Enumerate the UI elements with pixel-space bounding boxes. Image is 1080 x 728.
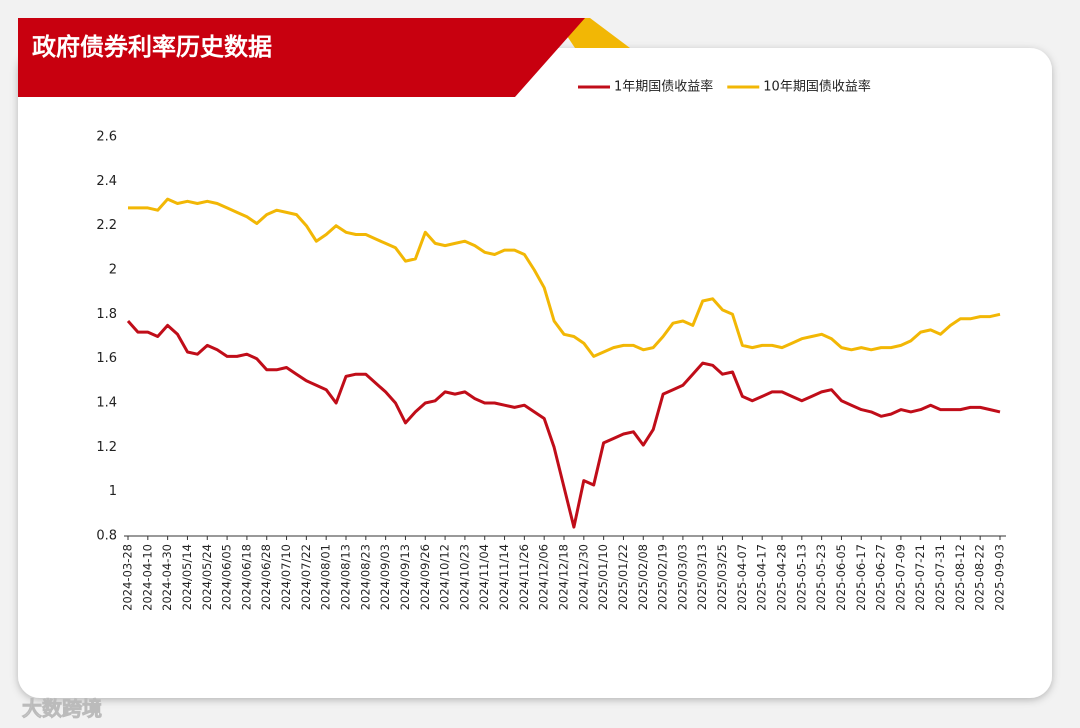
y-tick-label: 2 (109, 263, 117, 278)
watermark: 大数跨境 (22, 697, 102, 721)
x-tick-label: 2024/09/13 (398, 544, 412, 610)
x-tick-label: 2024/05/14 (180, 544, 194, 610)
chart-title: 政府债券利率历史数据 (32, 33, 272, 61)
y-tick-label: 2.4 (96, 174, 117, 189)
x-tick-label: 2025-06-17 (854, 544, 868, 611)
y-tick-label: 1.2 (96, 440, 117, 455)
y-tick-label: 1 (109, 484, 117, 499)
x-tick-label: 2025-06-05 (834, 544, 848, 611)
x-tick-label: 2024/07/10 (279, 544, 293, 610)
x-tick-label: 2024/08/23 (358, 544, 372, 610)
x-tick-label: 2025-08-12 (953, 544, 967, 611)
x-tick-label: 2024/08/01 (319, 544, 333, 610)
x-tick-label: 2025-07-31 (933, 544, 947, 611)
y-tick-label: 1.4 (96, 396, 117, 411)
legend: 1年期国债收益率 10年期国债收益率 (578, 79, 871, 95)
x-tick-label: 2025/02/08 (636, 544, 650, 610)
x-tick-label: 2025-04-17 (755, 544, 769, 611)
x-tick-label: 2025/01/10 (596, 544, 610, 610)
y-tick-label: 2.2 (96, 218, 117, 233)
x-tick-label: 2024/10/23 (457, 544, 471, 610)
x-tick-label: 2024-04-10 (140, 544, 154, 611)
x-tick-label: 2025-05-13 (794, 544, 808, 611)
x-tick-label: 2025-04-28 (775, 544, 789, 611)
series-line (128, 197, 1001, 358)
x-tick-label: 2025-08-22 (973, 544, 987, 611)
legend-label: 10年期国债收益率 (763, 79, 871, 95)
x-tick-label: 2024/11/14 (497, 544, 511, 610)
x-tick-label: 2025-05-23 (814, 544, 828, 611)
x-tick-label: 2024/06/18 (239, 544, 253, 610)
x-tick-label: 2024/11/26 (517, 544, 531, 610)
x-tick-label: 2025/03/13 (695, 544, 709, 610)
series-line (126, 320, 1001, 529)
x-tick-label: 2024/12/06 (537, 544, 551, 610)
x-tick-label: 2024-04-30 (160, 544, 174, 611)
x-tick-label: 2025/02/19 (656, 544, 670, 610)
x-tick-label: 2024/08/13 (339, 544, 353, 610)
x-tick-label: 2024/06/05 (220, 544, 234, 610)
x-tick-label: 2025-04-07 (735, 544, 749, 611)
x-tick-label: 2025-07-21 (913, 544, 927, 611)
x-tick-label: 2025-07-09 (893, 544, 907, 611)
x-tick-label: 2025-06-27 (874, 544, 888, 611)
x-tick-label: 2025/01/22 (616, 544, 630, 610)
x-tick-label: 2024/12/30 (576, 544, 590, 610)
y-tick-label: 1.8 (96, 307, 117, 322)
x-tick-label: 2025/03/03 (675, 544, 689, 610)
x-tick-label: 2024/09/26 (418, 544, 432, 610)
legend-label: 1年期国债收益率 (614, 79, 713, 95)
x-tick-label: 2024/12/18 (557, 544, 571, 610)
x-tick-label: 2024/06/28 (259, 544, 273, 610)
x-tick-label: 2024/07/22 (299, 544, 313, 610)
x-tick-label: 2024/10/12 (438, 544, 452, 610)
y-tick-label: 0.8 (96, 529, 117, 544)
x-tick-label: 2025-09-03 (993, 544, 1007, 611)
x-tick-label: 2024/05/24 (200, 544, 214, 610)
x-tick-label: 2024/11/04 (477, 544, 491, 610)
x-tick-label: 2024-03-28 (121, 544, 135, 611)
y-tick-label: 1.6 (96, 351, 117, 366)
title-banner (18, 18, 585, 97)
x-tick-label: 2025/03/25 (715, 544, 729, 610)
plot-area: 0.8 1 1.2 1.4 1.6 1.8 2 2.2 2.4 2.6 2024-03-28 2024… (96, 130, 1006, 611)
y-tick-label: 2.6 (96, 130, 117, 145)
x-tick-label: 2024/09/03 (378, 544, 392, 610)
